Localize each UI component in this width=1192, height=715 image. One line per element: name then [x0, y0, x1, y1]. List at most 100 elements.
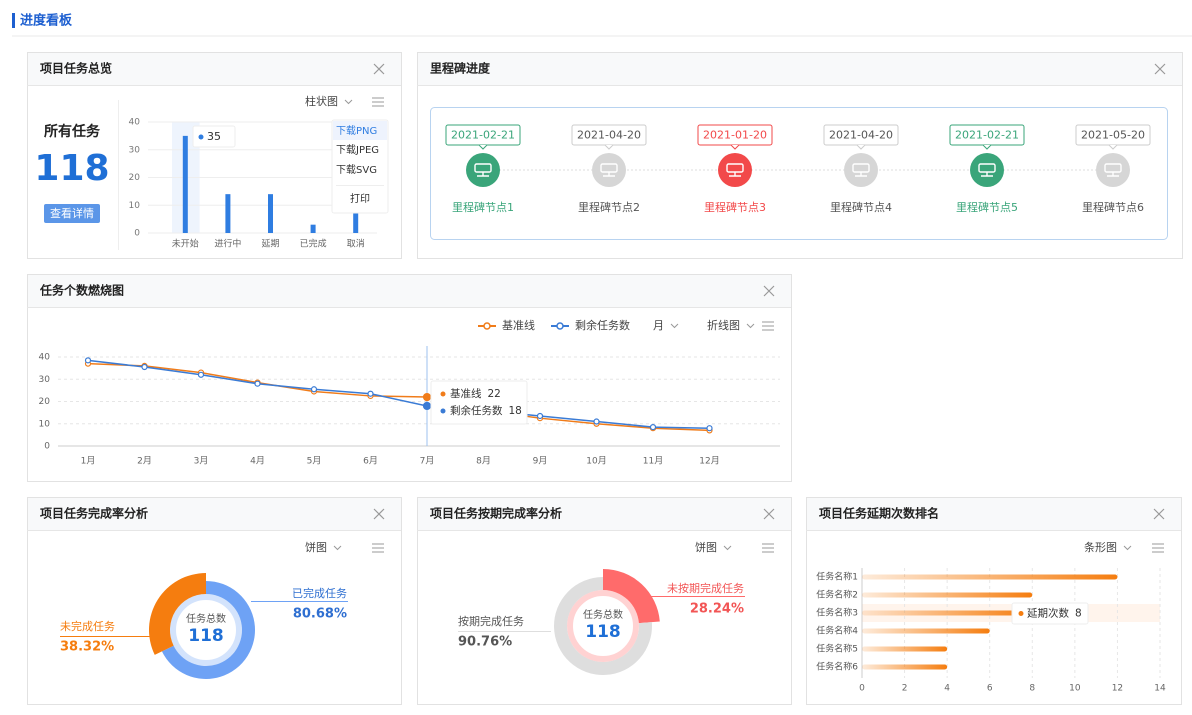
x-tick-label: 未开始 — [172, 238, 199, 250]
data-point — [84, 357, 92, 364]
x-tick-label: 9月 — [533, 456, 548, 467]
x-tick-label: 6月 — [363, 456, 378, 467]
card — [806, 497, 1182, 705]
menu-icon[interactable] — [372, 97, 384, 107]
bar — [862, 610, 1033, 616]
node-icon-base — [603, 172, 615, 177]
legend-swatch-dot — [556, 322, 564, 330]
segment-name: 已完成任务 — [292, 586, 347, 600]
y-tick-label: 任务名称2 — [816, 589, 858, 601]
selector-chevron — [333, 545, 342, 551]
y-tick-label: 40 — [39, 353, 51, 363]
tooltip-value: 8 — [1075, 608, 1082, 620]
milestone-label: 里程碑节点6 — [1082, 201, 1144, 214]
tooltip — [192, 125, 236, 148]
y-tick-label: 20 — [39, 397, 51, 407]
card-header — [807, 498, 1181, 530]
menu-item[interactable]: 下载SVG — [336, 164, 377, 176]
details-button[interactable] — [44, 204, 100, 223]
x-tick-label: 8 — [1029, 684, 1035, 694]
data-point — [536, 412, 544, 420]
details-button-label[interactable]: 查看详情 — [50, 206, 94, 220]
menu-icon[interactable] — [762, 321, 774, 331]
series-line — [87, 359, 710, 429]
menu-icon[interactable] — [372, 543, 384, 553]
selector-chevron — [723, 545, 732, 551]
selector[interactable]: 折线图 — [707, 318, 740, 332]
x-tick-label: 11月 — [643, 456, 663, 467]
node-icon-base — [981, 172, 993, 177]
date-pointer — [478, 144, 488, 150]
data-point — [706, 425, 713, 432]
export-menu — [331, 119, 389, 214]
close-button[interactable] — [373, 63, 385, 75]
close-button[interactable] — [1153, 508, 1165, 520]
date-pointer — [856, 144, 866, 150]
data-point — [593, 418, 600, 425]
close-button[interactable] — [1154, 63, 1166, 75]
close-button[interactable] — [763, 508, 775, 520]
date-pointer — [730, 144, 740, 150]
x-tick-label: 5月 — [307, 456, 322, 467]
tooltip-dot — [440, 408, 446, 414]
title-accent — [12, 13, 15, 28]
x-tick-label: 已完成 — [300, 238, 327, 250]
menu-icon[interactable] — [1152, 543, 1164, 553]
menu-icon[interactable] — [762, 543, 774, 553]
selector[interactable]: 月 — [653, 319, 664, 332]
menu-item[interactable]: 下载PNG — [336, 125, 377, 137]
card-title: 项目任务总览 — [40, 61, 112, 76]
segment-value: 38.32% — [60, 640, 114, 655]
data-point — [310, 386, 318, 393]
y-tick-label: 20 — [129, 173, 141, 183]
bar — [862, 574, 1118, 580]
x-tick-label: 14 — [1154, 684, 1166, 694]
legend-label: 基准线 — [502, 318, 535, 332]
selector[interactable]: 柱状图 — [305, 94, 338, 108]
legend-label: 剩余任务数 — [575, 318, 630, 332]
bar — [310, 224, 316, 233]
close-button[interactable] — [373, 508, 385, 520]
selector[interactable]: 饼图 — [695, 540, 717, 554]
tooltip-name: 延期次数 — [1027, 607, 1069, 620]
y-tick-label: 任务名称5 — [816, 643, 858, 655]
tooltip-value: 18 — [509, 405, 522, 417]
milestone-label: 里程碑节点5 — [956, 201, 1018, 214]
milestone-label: 里程碑节点4 — [830, 201, 892, 214]
y-tick-label: 0 — [44, 442, 50, 452]
y-tick-label: 任务名称4 — [816, 625, 858, 637]
y-tick-label: 40 — [129, 118, 141, 128]
milestone-frame — [430, 107, 1168, 240]
inner-ring — [567, 590, 639, 662]
segment-name: 按期完成任务 — [458, 614, 524, 628]
x-tick-label: 4月 — [250, 456, 265, 467]
x-tick-label: 7月 — [420, 456, 435, 467]
y-tick-label: 10 — [39, 419, 51, 429]
milestone-node — [592, 153, 626, 187]
milestone-label: 里程碑节点2 — [578, 201, 640, 214]
bar — [225, 194, 231, 233]
close-button[interactable] — [763, 285, 775, 297]
milestone-date: 2021-05-20 — [1081, 129, 1145, 142]
center-label: 任务总数 — [583, 608, 623, 621]
tooltip — [430, 380, 528, 425]
data-point — [422, 392, 432, 402]
card-header — [28, 498, 401, 530]
y-tick-label: 30 — [39, 375, 51, 385]
node-icon-base — [477, 172, 489, 177]
menu-item[interactable]: 下载JPEG — [336, 144, 379, 156]
bar — [353, 205, 359, 233]
center-label: 任务总数 — [186, 612, 226, 625]
bar — [268, 194, 273, 233]
milestone-node — [970, 153, 1004, 187]
inner-ring — [170, 594, 242, 666]
tooltip-name: 基准线 — [450, 387, 482, 400]
card-header — [418, 498, 791, 530]
x-tick-label: 延期 — [261, 238, 279, 250]
menu-highlight — [333, 121, 387, 140]
series-line — [87, 362, 710, 432]
card-title: 项目任务完成率分析 — [40, 506, 148, 521]
selector[interactable]: 条形图 — [1084, 540, 1117, 554]
selector[interactable]: 饼图 — [305, 540, 327, 554]
menu-item[interactable]: 打印 — [350, 192, 370, 205]
